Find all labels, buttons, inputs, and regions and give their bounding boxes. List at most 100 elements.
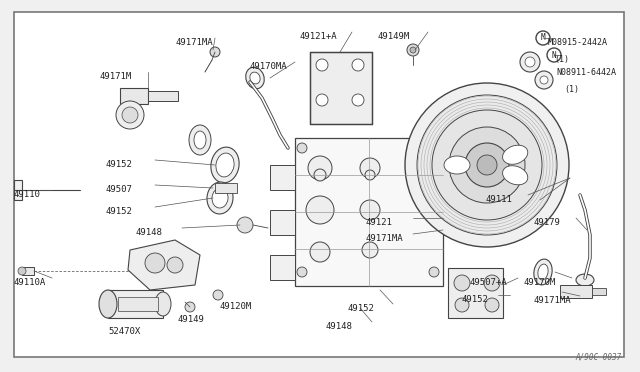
Circle shape <box>410 47 416 53</box>
Ellipse shape <box>207 182 233 214</box>
Circle shape <box>455 298 469 312</box>
Circle shape <box>352 94 364 106</box>
Ellipse shape <box>212 188 228 208</box>
Text: (1): (1) <box>564 85 579 94</box>
Circle shape <box>432 110 542 220</box>
Circle shape <box>535 71 553 89</box>
Circle shape <box>360 200 380 220</box>
Circle shape <box>407 44 419 56</box>
Bar <box>270 255 295 280</box>
Circle shape <box>122 107 138 123</box>
Text: M08915-2442A: M08915-2442A <box>548 38 608 47</box>
Circle shape <box>167 257 183 273</box>
Ellipse shape <box>189 125 211 155</box>
Text: 49121: 49121 <box>366 218 393 227</box>
Polygon shape <box>128 240 200 290</box>
Bar <box>120 88 148 104</box>
Text: 49148: 49148 <box>135 228 162 237</box>
Ellipse shape <box>502 166 528 185</box>
Text: N: N <box>552 51 556 60</box>
Circle shape <box>365 170 375 180</box>
Circle shape <box>454 275 470 291</box>
Text: M: M <box>541 33 545 42</box>
Circle shape <box>360 158 380 178</box>
Bar <box>270 210 295 235</box>
Circle shape <box>297 267 307 277</box>
Bar <box>592 288 606 295</box>
Circle shape <box>540 76 548 84</box>
Bar <box>215 183 237 193</box>
Circle shape <box>465 143 509 187</box>
Text: 49170M: 49170M <box>524 278 556 287</box>
Ellipse shape <box>538 264 548 280</box>
Text: 49110: 49110 <box>14 190 41 199</box>
FancyBboxPatch shape <box>14 12 624 357</box>
Ellipse shape <box>444 156 470 174</box>
Ellipse shape <box>211 147 239 183</box>
Text: 49179: 49179 <box>533 218 560 227</box>
Text: 49152: 49152 <box>105 207 132 216</box>
Ellipse shape <box>576 274 594 286</box>
Bar <box>448 268 503 318</box>
Circle shape <box>362 242 378 258</box>
Circle shape <box>405 83 569 247</box>
Bar <box>108 290 163 318</box>
Text: 49152: 49152 <box>462 295 489 304</box>
Circle shape <box>547 48 561 62</box>
Circle shape <box>525 57 535 67</box>
Text: 49171MA: 49171MA <box>534 296 572 305</box>
Text: 49171MA: 49171MA <box>175 38 212 47</box>
Circle shape <box>185 302 195 312</box>
Circle shape <box>316 94 328 106</box>
Ellipse shape <box>534 259 552 285</box>
Circle shape <box>210 47 220 57</box>
Bar <box>118 297 158 311</box>
Circle shape <box>18 267 26 275</box>
Circle shape <box>449 127 525 203</box>
Text: 49171M: 49171M <box>100 72 132 81</box>
Text: 52470X: 52470X <box>108 327 140 336</box>
Circle shape <box>310 242 330 262</box>
Text: (1): (1) <box>554 55 569 64</box>
Circle shape <box>536 31 550 45</box>
Text: 49507: 49507 <box>105 185 132 194</box>
Text: 49507+A: 49507+A <box>470 278 508 287</box>
Circle shape <box>520 52 540 72</box>
Circle shape <box>297 143 307 153</box>
Circle shape <box>145 253 165 273</box>
Bar <box>310 52 372 124</box>
Ellipse shape <box>155 292 171 316</box>
Bar <box>443 205 465 235</box>
Ellipse shape <box>99 290 117 318</box>
Circle shape <box>316 59 328 71</box>
Circle shape <box>116 101 144 129</box>
Text: 49120M: 49120M <box>220 302 252 311</box>
Bar <box>270 165 295 190</box>
Bar <box>295 138 443 286</box>
Text: 49170MA: 49170MA <box>249 62 287 71</box>
Ellipse shape <box>250 72 260 84</box>
Circle shape <box>417 95 557 235</box>
Bar <box>22 267 34 275</box>
Bar <box>14 180 22 200</box>
Text: N08911-6442A: N08911-6442A <box>556 68 616 77</box>
Circle shape <box>314 169 326 181</box>
Circle shape <box>308 156 332 180</box>
Circle shape <box>352 59 364 71</box>
Circle shape <box>429 143 439 153</box>
Ellipse shape <box>246 67 264 89</box>
Text: 49149M: 49149M <box>378 32 410 41</box>
Text: 49121+A: 49121+A <box>299 32 337 41</box>
Ellipse shape <box>502 145 528 164</box>
Text: A/90C 0037: A/90C 0037 <box>576 353 622 362</box>
Text: 49110A: 49110A <box>14 278 46 287</box>
Text: 49152: 49152 <box>348 304 375 313</box>
Circle shape <box>213 290 223 300</box>
Bar <box>560 285 592 298</box>
Circle shape <box>306 196 334 224</box>
Circle shape <box>429 267 439 277</box>
Text: 49171MA: 49171MA <box>366 234 404 243</box>
Circle shape <box>484 275 500 291</box>
Circle shape <box>477 155 497 175</box>
Text: 49111: 49111 <box>485 195 512 204</box>
